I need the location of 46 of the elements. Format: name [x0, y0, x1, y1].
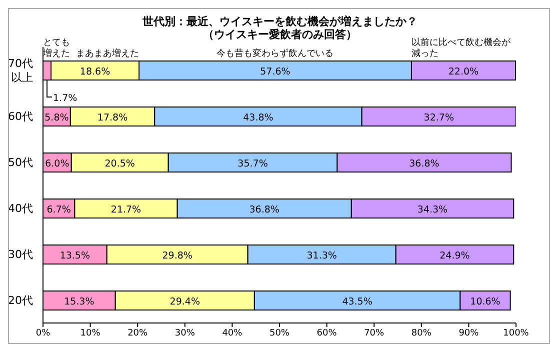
data-label: 36.8%: [409, 158, 440, 170]
data-label: 29.8%: [162, 250, 192, 262]
x-tick-label: 40%: [222, 328, 243, 338]
x-tick-label: 0%: [36, 328, 51, 338]
y-tick-label: 20代: [8, 294, 33, 307]
data-label: 43.8%: [243, 112, 274, 124]
data-label: 6.0%: [45, 158, 70, 170]
chart-title: 世代別：最近、ウイスキーを飲む機会が増えましたか？: [142, 15, 418, 28]
data-label: 15.3%: [64, 296, 94, 308]
data-label: 43.5%: [342, 296, 372, 308]
data-label: 24.9%: [440, 250, 470, 262]
data-label: 22.0%: [448, 66, 479, 78]
series-label: 以前に比べて飲む機会が減った: [411, 37, 512, 59]
data-label: 18.6%: [80, 66, 110, 78]
x-tick-label: 60%: [316, 328, 338, 338]
data-label: 36.8%: [249, 204, 280, 216]
series-label: まあまあ増えた: [76, 48, 139, 59]
data-label: 20.5%: [104, 158, 135, 170]
series-label: 今も昔も変わらず飲んでいる: [216, 48, 334, 59]
data-label: 5.8%: [44, 112, 69, 124]
x-tick-label: 20%: [128, 328, 148, 338]
x-tick-label: 10%: [80, 328, 101, 338]
data-label: 35.7%: [238, 158, 268, 170]
data-label: 57.6%: [260, 66, 290, 78]
y-tick-label: 60代: [8, 110, 33, 123]
x-tick-label: 30%: [174, 328, 196, 338]
y-tick-label: 70代以上: [8, 57, 33, 84]
y-tick-label: 30代: [8, 248, 33, 261]
y-tick-label: 50代: [8, 156, 33, 169]
data-label: 13.5%: [60, 250, 90, 262]
series-label: とても増えた: [42, 38, 70, 59]
data-label: 34.3%: [417, 204, 448, 216]
data-label: 29.4%: [170, 296, 200, 308]
x-tick-label: 50%: [269, 328, 290, 338]
data-label: 31.3%: [306, 250, 337, 262]
data-label: 32.7%: [424, 112, 454, 124]
data-label: 6.7%: [46, 204, 71, 216]
data-label: 21.7%: [110, 204, 142, 216]
data-label: 17.8%: [97, 112, 128, 124]
data-label: 1.7%: [53, 93, 78, 104]
data-label: 10.6%: [470, 296, 500, 308]
x-tick-label: 80%: [411, 328, 432, 338]
x-tick-label: 100%: [503, 328, 530, 338]
x-tick-label: 70%: [364, 328, 385, 338]
chart-subtitle: （ウイスキー愛飲者のみ回答）: [203, 28, 357, 41]
x-tick-label: 90%: [458, 328, 480, 338]
